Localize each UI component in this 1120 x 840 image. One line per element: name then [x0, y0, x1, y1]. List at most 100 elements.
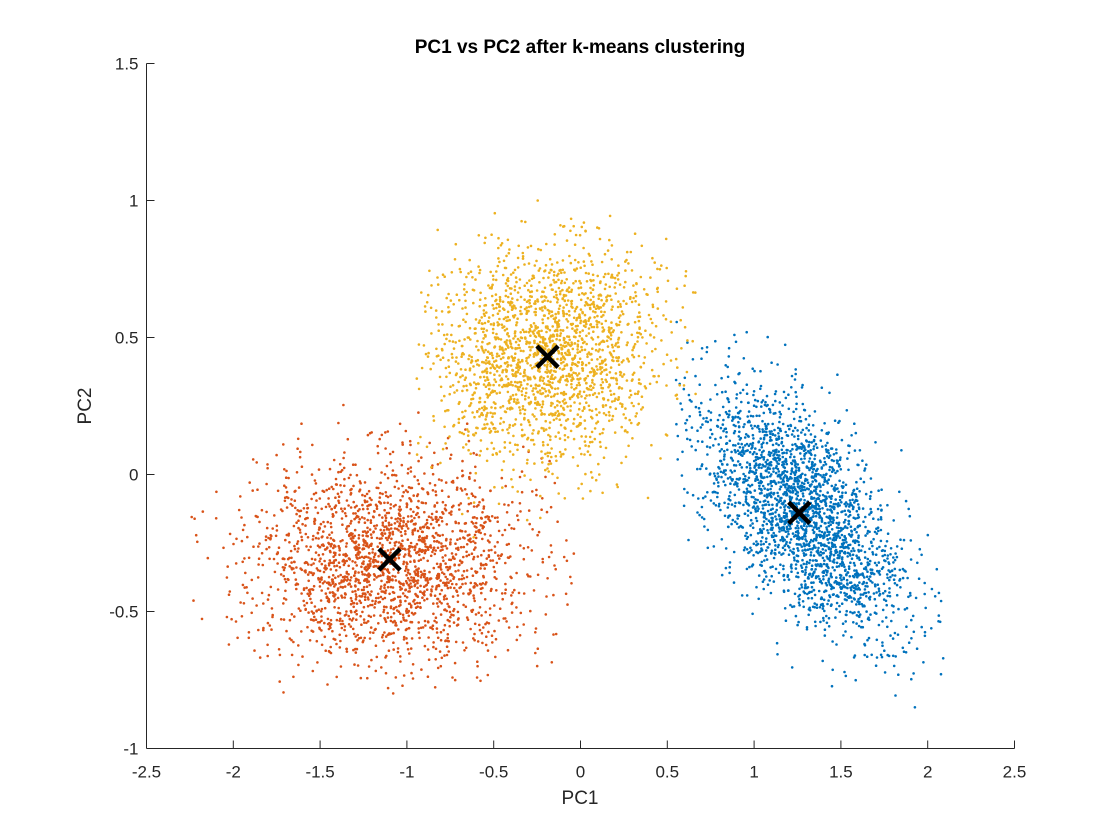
- data-point: [493, 516, 497, 520]
- data-point: [417, 567, 420, 570]
- data-point: [431, 585, 434, 588]
- data-point: [753, 500, 756, 504]
- data-point: [408, 579, 412, 582]
- data-point: [706, 546, 710, 550]
- data-point: [354, 651, 358, 654]
- data-point: [333, 505, 337, 509]
- data-point: [385, 580, 389, 584]
- data-point: [812, 515, 815, 518]
- data-point: [240, 615, 244, 618]
- data-point: [347, 476, 351, 480]
- data-point: [318, 627, 322, 631]
- data-point: [853, 449, 857, 452]
- data-point: [808, 547, 812, 551]
- data-point: [723, 449, 726, 453]
- data-point: [362, 588, 366, 592]
- data-point: [834, 616, 837, 619]
- data-point: [559, 423, 563, 427]
- data-point: [271, 615, 274, 619]
- data-point: [260, 591, 264, 595]
- data-point: [416, 605, 420, 608]
- data-point: [427, 658, 431, 661]
- data-point: [396, 647, 400, 650]
- data-point: [840, 586, 844, 589]
- data-point: [846, 526, 849, 530]
- data-point: [332, 637, 336, 641]
- data-point: [488, 607, 492, 610]
- data-point: [886, 594, 889, 598]
- data-point: [848, 534, 852, 537]
- data-point: [410, 585, 413, 588]
- data-point: [297, 486, 301, 489]
- data-point: [397, 541, 401, 544]
- data-point: [318, 620, 322, 624]
- data-point: [797, 485, 800, 489]
- data-point: [891, 637, 895, 640]
- data-point: [749, 546, 752, 550]
- data-point: [759, 474, 763, 478]
- data-point: [480, 553, 483, 557]
- data-point: [420, 548, 424, 552]
- data-point: [439, 638, 443, 642]
- data-point: [271, 527, 275, 530]
- data-point: [265, 510, 268, 514]
- data-point: [857, 550, 861, 553]
- data-point: [413, 548, 417, 552]
- data-point: [797, 526, 800, 530]
- data-point: [469, 627, 472, 631]
- data-point: [937, 591, 941, 595]
- data-point: [779, 496, 782, 500]
- data-point: [300, 465, 304, 469]
- data-point: [348, 582, 352, 586]
- data-point: [803, 452, 807, 456]
- data-point: [733, 429, 737, 433]
- data-point: [868, 530, 871, 534]
- data-point: [851, 540, 855, 543]
- data-point: [733, 380, 736, 384]
- data-point: [489, 489, 492, 493]
- data-point: [828, 556, 832, 560]
- data-point: [343, 592, 347, 595]
- data-point: [445, 597, 449, 601]
- data-point: [284, 589, 287, 593]
- data-point: [411, 677, 415, 680]
- data-point: [758, 550, 762, 554]
- data-point: [383, 596, 387, 600]
- data-point: [326, 683, 329, 686]
- data-point: [467, 448, 470, 452]
- data-point: [644, 329, 647, 333]
- data-point: [817, 504, 821, 508]
- data-point: [419, 584, 422, 588]
- data-point: [451, 481, 455, 484]
- data-point: [449, 579, 452, 583]
- data-point: [793, 476, 797, 480]
- data-point: [432, 612, 435, 616]
- data-point: [829, 572, 833, 575]
- data-point: [777, 513, 781, 517]
- data-point: [813, 410, 817, 413]
- data-point: [902, 650, 906, 653]
- data-point: [382, 605, 386, 608]
- data-point: [869, 579, 872, 583]
- data-point: [417, 499, 420, 503]
- data-point: [754, 471, 758, 475]
- data-point: [295, 542, 299, 545]
- data-point: [800, 431, 803, 434]
- data-point: [494, 380, 498, 384]
- data-point: [701, 423, 704, 426]
- data-point: [832, 536, 836, 540]
- data-point: [780, 442, 783, 445]
- data-point: [409, 554, 412, 558]
- data-point: [449, 615, 452, 619]
- data-point: [778, 410, 781, 414]
- data-point: [865, 575, 869, 578]
- data-point: [404, 489, 408, 492]
- data-point: [400, 534, 403, 537]
- data-point: [724, 566, 728, 570]
- data-point: [871, 551, 874, 554]
- data-point: [519, 295, 523, 299]
- data-point: [416, 529, 420, 533]
- data-point: [749, 533, 753, 537]
- data-point: [522, 547, 526, 550]
- data-point: [730, 471, 734, 474]
